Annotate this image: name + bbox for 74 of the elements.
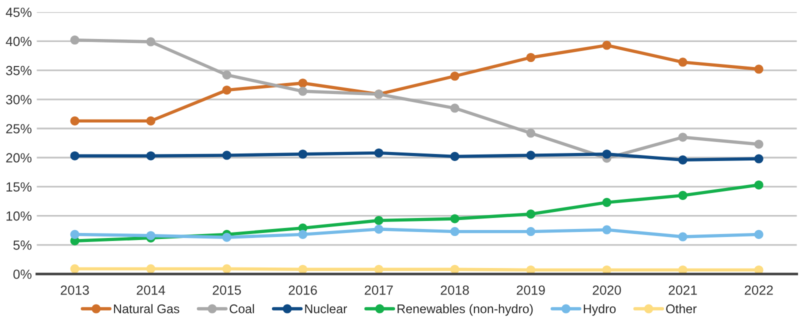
point xyxy=(450,104,460,113)
point xyxy=(298,78,308,88)
point xyxy=(754,140,764,149)
y-tick-label: 30% xyxy=(6,94,32,104)
point xyxy=(222,264,232,274)
point xyxy=(602,198,612,207)
point xyxy=(754,64,764,74)
legend-label: Other xyxy=(666,304,697,314)
point xyxy=(450,214,460,224)
point xyxy=(602,40,612,50)
point xyxy=(146,116,156,126)
point xyxy=(754,154,764,164)
y-tick-label: 20% xyxy=(6,153,32,163)
point xyxy=(754,180,764,190)
point xyxy=(70,36,80,45)
point xyxy=(526,210,536,219)
x-tick-label: 2013 xyxy=(60,285,89,295)
point xyxy=(374,216,384,225)
y-tick-label: 5% xyxy=(13,240,32,250)
point xyxy=(146,37,156,46)
x-tick-label: 2016 xyxy=(288,285,317,295)
legend-label: Renewables (non-hydro) xyxy=(398,304,533,316)
y-tick-label: 15% xyxy=(6,182,32,192)
point xyxy=(374,264,384,274)
x-tick-label: 2017 xyxy=(364,285,393,295)
point xyxy=(70,151,80,160)
point xyxy=(222,86,232,95)
y-tick-label: 0% xyxy=(13,270,32,279)
point xyxy=(298,86,308,96)
point xyxy=(146,151,156,160)
x-tick-label: 2014 xyxy=(136,285,166,295)
point xyxy=(374,148,384,158)
legend-label: Coal xyxy=(230,304,254,314)
point xyxy=(298,230,308,239)
point xyxy=(526,150,536,160)
point xyxy=(602,225,612,234)
x-tick-label: 2022 xyxy=(744,285,773,295)
legend-label: Hydro xyxy=(584,304,616,316)
point xyxy=(526,52,536,62)
point xyxy=(70,116,80,126)
x-tick-label: 2018 xyxy=(440,285,469,295)
point xyxy=(526,128,536,138)
y-tick-label: 45% xyxy=(6,8,32,18)
y-tick-label: 25% xyxy=(6,124,32,134)
point xyxy=(298,264,308,274)
point xyxy=(678,132,688,142)
point xyxy=(526,227,536,236)
y-tick-label: 35% xyxy=(6,66,32,76)
point xyxy=(70,230,80,239)
point xyxy=(70,264,80,274)
point xyxy=(298,150,308,159)
point xyxy=(450,227,460,236)
legend-label: Natural Gas xyxy=(114,304,180,314)
point xyxy=(678,58,688,67)
point xyxy=(374,224,384,234)
x-tick-label: 2019 xyxy=(516,285,545,295)
point xyxy=(222,150,232,160)
point xyxy=(146,264,156,274)
x-tick-label: 2015 xyxy=(212,285,241,295)
point xyxy=(222,232,232,242)
point xyxy=(754,230,764,239)
point xyxy=(602,150,612,159)
point xyxy=(678,155,688,164)
x-tick-label: 2020 xyxy=(592,285,621,295)
point xyxy=(450,72,460,81)
y-tick-label: 10% xyxy=(6,211,32,221)
point xyxy=(678,232,688,242)
point xyxy=(450,152,460,161)
y-tick-label: 40% xyxy=(6,36,32,46)
legend-label: Nuclear xyxy=(305,304,348,314)
point xyxy=(450,264,460,274)
point xyxy=(678,190,688,200)
point xyxy=(222,70,232,80)
x-tick-label: 2021 xyxy=(668,285,697,295)
